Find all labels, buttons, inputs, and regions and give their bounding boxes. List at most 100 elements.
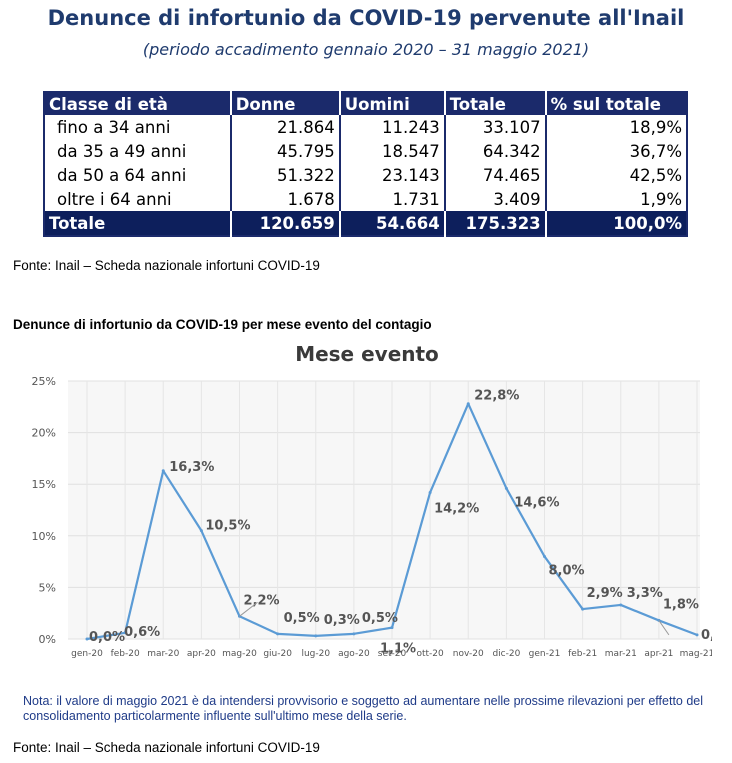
data-point bbox=[276, 632, 280, 636]
data-label: 2,9% bbox=[587, 586, 623, 601]
line-chart: 0% 5% 10% 15% 20% 25% gen-20 feb-20 mar-20 apr-20… bbox=[32, 375, 712, 659]
x-tick-label: lug-20 bbox=[301, 649, 330, 659]
data-point bbox=[543, 554, 546, 558]
cell-donne: 1.678 bbox=[229, 187, 340, 211]
data-point bbox=[199, 529, 203, 533]
table-row: oltre i 64 anni 1.678 1.731 3.409 1,9% bbox=[44, 187, 687, 211]
cell-age-class: da 50 a 64 anni bbox=[44, 163, 231, 187]
data-point bbox=[428, 490, 432, 494]
data-point bbox=[390, 626, 394, 630]
cell-percent: 36,7% bbox=[544, 139, 687, 163]
cell-totale: 33.107 bbox=[443, 115, 546, 139]
cell-uomini: 11.243 bbox=[338, 115, 445, 139]
table-row: da 50 a 64 anni 51.322 23.143 74.465 42,… bbox=[44, 163, 687, 187]
cell-donne: 45.795 bbox=[229, 139, 340, 163]
data-label: 14,6% bbox=[514, 495, 559, 510]
data-label: 0,5% bbox=[362, 611, 398, 626]
data-label: 0,3% bbox=[324, 613, 360, 628]
cell-age-class: oltre i 64 anni bbox=[44, 187, 231, 211]
data-label: 1,1% bbox=[380, 642, 416, 657]
data-point bbox=[352, 632, 356, 636]
x-tick-label: set-20 bbox=[378, 649, 407, 659]
x-tick-label: dic-20 bbox=[492, 649, 520, 659]
x-tick-label: feb-21 bbox=[568, 649, 597, 659]
x-tick-label: gen-21 bbox=[529, 649, 561, 659]
table-row: fino a 34 anni 21.864 11.243 33.107 18,9… bbox=[44, 115, 687, 139]
data-label: 2,2% bbox=[244, 593, 280, 608]
source-note-chart: Fonte: Inail – Scheda nazionale infortun… bbox=[13, 740, 320, 755]
total-totale: 175.323 bbox=[443, 211, 546, 236]
x-tick-label: feb-20 bbox=[111, 649, 140, 659]
data-label: 1,8% bbox=[663, 597, 699, 612]
data-point bbox=[695, 633, 699, 637]
table-row: da 35 a 49 anni 45.795 18.547 64.342 36,… bbox=[44, 139, 687, 163]
chart-area: 0% 5% 10% 15% 20% 25% gen-20 feb-20 mar-20 apr-20… bbox=[22, 336, 712, 686]
x-tick-label: mar-20 bbox=[147, 649, 179, 659]
chart-heading: Denunce di infortunio da COVID-19 per me… bbox=[13, 317, 432, 332]
cell-uomini: 18.547 bbox=[338, 139, 445, 163]
data-point bbox=[314, 634, 318, 638]
total-label: Totale bbox=[44, 211, 231, 236]
data-label: 16,3% bbox=[169, 460, 214, 475]
x-tick-label: ott-20 bbox=[416, 649, 444, 659]
data-label: 3,3% bbox=[627, 586, 663, 601]
x-tick-label: nov-20 bbox=[453, 649, 484, 659]
y-tick-label: 10% bbox=[32, 530, 56, 543]
data-point bbox=[619, 603, 623, 607]
data-point bbox=[85, 637, 89, 641]
data-point bbox=[581, 607, 585, 611]
cell-percent: 1,9% bbox=[544, 187, 687, 211]
col-header-uomini: Uomini bbox=[338, 92, 445, 115]
data-point bbox=[466, 402, 470, 406]
total-percent: 100,0% bbox=[544, 211, 687, 236]
label-leader-line bbox=[658, 620, 670, 636]
page-subtitle: (periodo accadimento gennaio 2020 – 31 m… bbox=[142, 40, 590, 59]
x-tick-label: apr-21 bbox=[644, 649, 673, 659]
table-total-row: Totale 120.659 54.664 175.323 100,0% bbox=[44, 211, 687, 236]
cell-uomini: 23.143 bbox=[338, 163, 445, 187]
age-class-table: Classe di età Donne Uomini Totale % sul … bbox=[43, 91, 688, 237]
cell-age-class: da 35 a 49 anni bbox=[44, 139, 231, 163]
data-point bbox=[504, 486, 508, 490]
x-tick-label: gen-20 bbox=[71, 649, 103, 659]
total-donne: 120.659 bbox=[229, 211, 340, 236]
total-uomini: 54.664 bbox=[338, 211, 445, 236]
data-label: 0,6% bbox=[124, 625, 160, 640]
y-tick-label: 5% bbox=[39, 581, 56, 594]
cell-percent: 42,5% bbox=[544, 163, 687, 187]
label-leader-line bbox=[239, 601, 258, 617]
cell-donne: 21.864 bbox=[229, 115, 340, 139]
data-label: 14,2% bbox=[434, 501, 479, 516]
col-header-donne: Donne bbox=[229, 92, 340, 115]
data-point bbox=[161, 469, 165, 473]
page-title: Denunce di infortunio da COVID-19 perven… bbox=[47, 6, 685, 30]
data-label: 0,4% bbox=[701, 628, 712, 643]
source-note-table: Fonte: Inail – Scheda nazionale infortun… bbox=[13, 258, 320, 273]
x-tick-label: ago-20 bbox=[338, 649, 370, 659]
cell-percent: 18,9% bbox=[544, 115, 687, 139]
data-label: 10,5% bbox=[205, 519, 250, 534]
cell-totale: 74.465 bbox=[443, 163, 546, 187]
data-label: 8,0% bbox=[549, 563, 585, 578]
plot-background bbox=[68, 381, 700, 639]
x-tick-label: giu-20 bbox=[263, 649, 292, 659]
x-tick-label: apr-20 bbox=[187, 649, 216, 659]
x-tick-label: mar-21 bbox=[605, 649, 637, 659]
col-header-totale: Totale bbox=[443, 92, 546, 115]
x-tick-label: mag-21 bbox=[680, 649, 712, 659]
cell-uomini: 1.731 bbox=[338, 187, 445, 211]
y-tick-label: 20% bbox=[32, 427, 56, 440]
data-point bbox=[123, 631, 127, 635]
cell-donne: 51.322 bbox=[229, 163, 340, 187]
table-header-row: Classe di età Donne Uomini Totale % sul … bbox=[44, 92, 687, 115]
cell-totale: 64.342 bbox=[443, 139, 546, 163]
y-tick-label: 15% bbox=[32, 478, 56, 491]
col-header-percent: % sul totale bbox=[544, 92, 687, 115]
chart-footnote: Nota: il valore di maggio 2021 è da inte… bbox=[23, 694, 704, 723]
data-label: 0,5% bbox=[284, 611, 320, 626]
x-tick-label: mag-20 bbox=[222, 649, 257, 659]
y-tick-label: 0% bbox=[39, 633, 56, 646]
chart-title: Mese evento bbox=[295, 342, 439, 366]
cell-totale: 3.409 bbox=[443, 187, 546, 211]
cell-age-class: fino a 34 anni bbox=[44, 115, 231, 139]
